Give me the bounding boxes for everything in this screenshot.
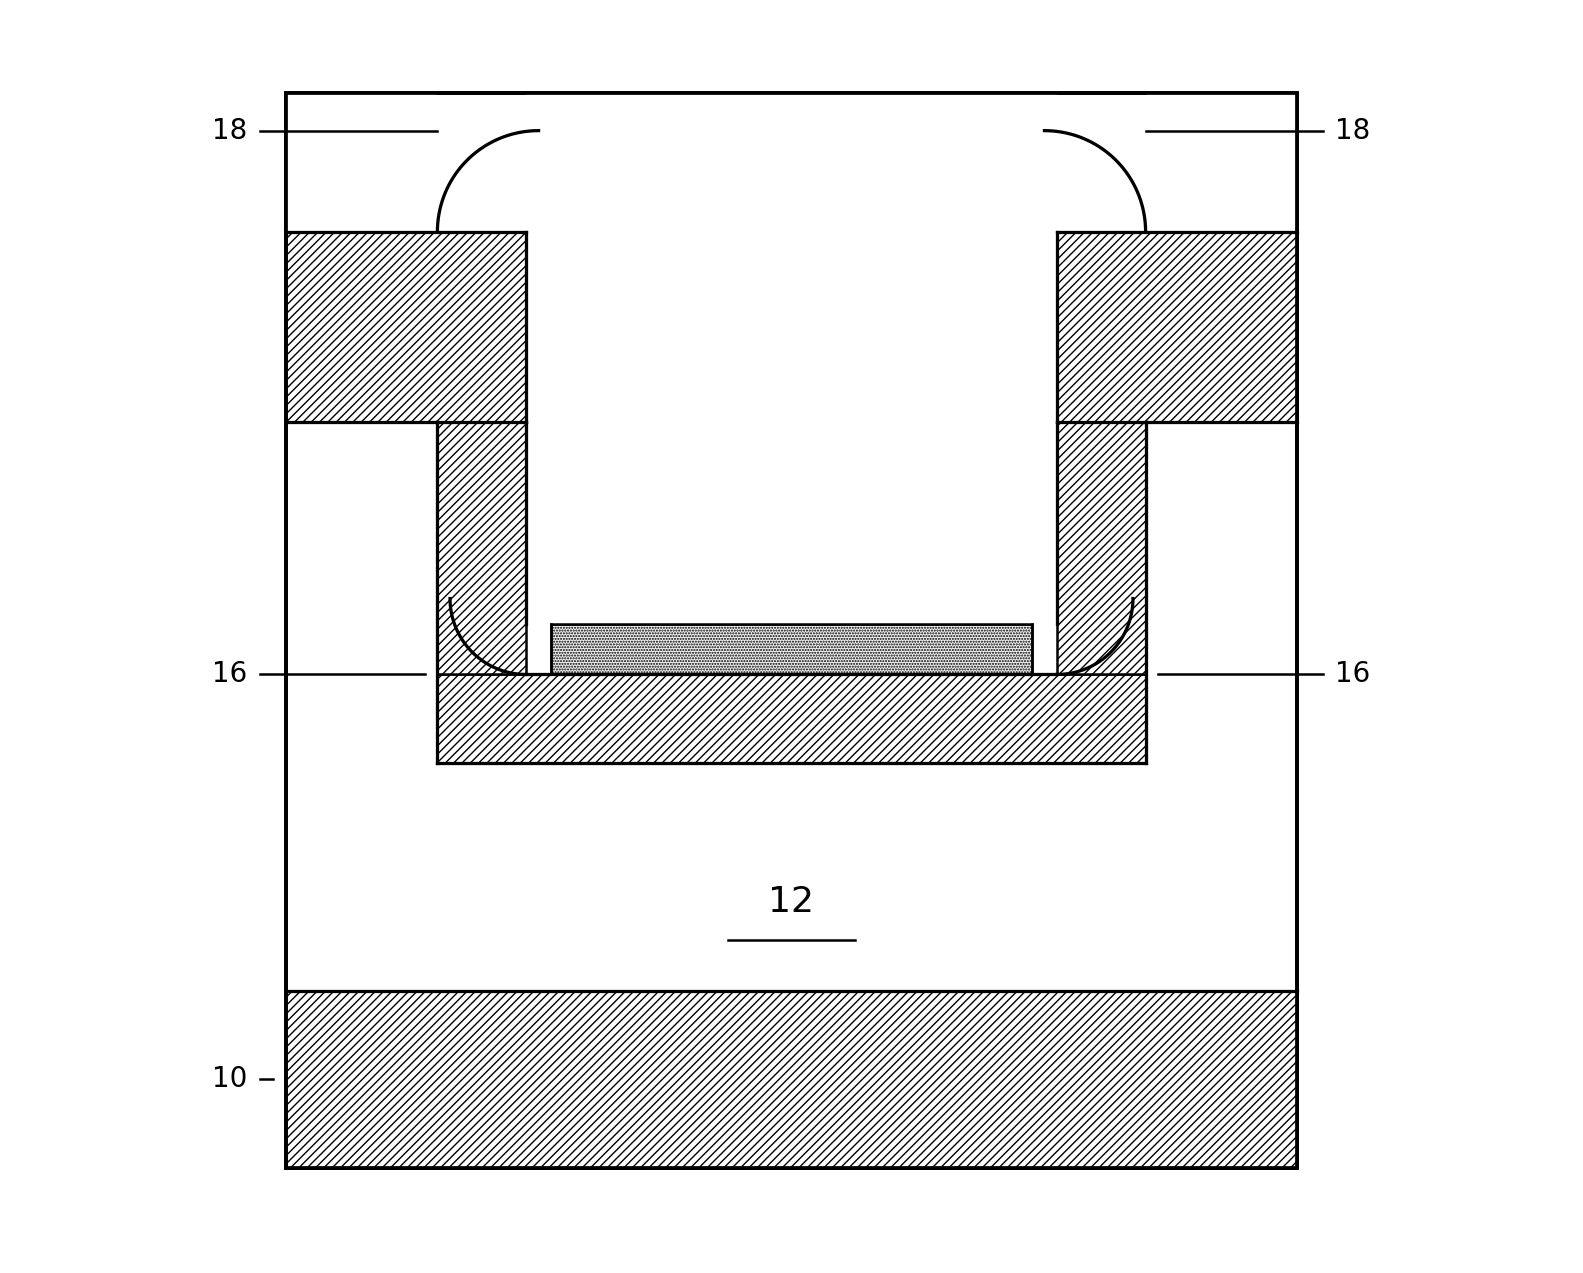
Text: 18: 18 xyxy=(212,117,247,145)
Text: 10: 10 xyxy=(212,1066,247,1094)
Bar xyxy=(437,675,1146,763)
Bar xyxy=(285,990,1298,1167)
Bar xyxy=(285,232,526,421)
Bar xyxy=(1057,232,1298,421)
Bar xyxy=(285,93,437,421)
Bar xyxy=(526,93,1057,421)
Bar xyxy=(1146,93,1298,421)
Bar xyxy=(526,421,1057,624)
Text: 14: 14 xyxy=(787,419,822,447)
Bar xyxy=(285,93,1298,1167)
Text: 16: 16 xyxy=(212,661,247,689)
Text: 12: 12 xyxy=(768,885,815,919)
Text: 16: 16 xyxy=(1336,661,1371,689)
Bar xyxy=(1057,421,1146,675)
Bar xyxy=(551,624,1032,675)
Bar xyxy=(437,421,526,675)
Text: 18: 18 xyxy=(1336,117,1371,145)
Bar xyxy=(285,93,1298,1167)
